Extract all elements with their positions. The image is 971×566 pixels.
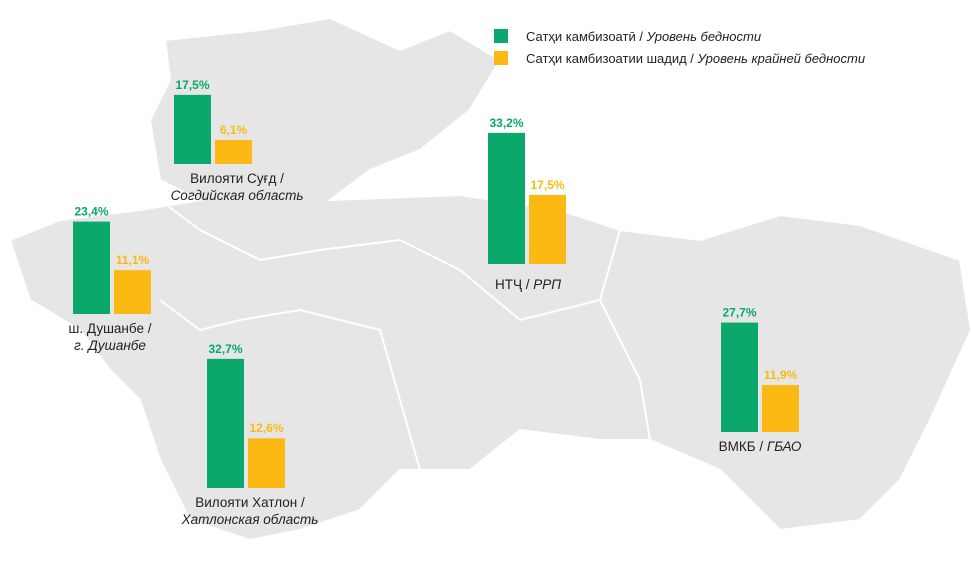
region-name: ш. Душанбе / — [69, 321, 152, 336]
bar — [215, 139, 252, 164]
region-name: Вилояти Хатлон / — [195, 495, 305, 510]
bar — [488, 132, 525, 264]
bar — [721, 322, 758, 432]
value-label: 33,2% — [489, 116, 523, 130]
bar — [114, 270, 151, 314]
bar — [174, 94, 211, 164]
legend-label: Сатҳи камбизоатии шадид / — [526, 51, 698, 66]
legend-text: Сатҳи камбизоатӣ / Уровень бедности — [526, 29, 761, 44]
legend-label-ru: Уровень крайней бедности — [697, 51, 866, 66]
legend-label: Сатҳи камбизоатӣ / — [526, 29, 647, 44]
region-name-part: РРП — [533, 277, 561, 292]
value-label: 11,9% — [764, 368, 798, 382]
bar — [207, 358, 244, 488]
legend-swatch — [494, 51, 508, 65]
legend-swatch — [494, 29, 508, 43]
value-label: 11,1% — [116, 253, 150, 267]
region-name-ru: Согдийская область — [171, 188, 304, 203]
region-name-part: ВМКБ / — [719, 439, 767, 454]
country-shape — [8, 16, 971, 542]
legend-label-ru: Уровень бедности — [646, 29, 761, 44]
legend-text: Сатҳи камбизоатии шадид / Уровень крайне… — [526, 51, 865, 66]
region-name-part: НТҶ / — [495, 277, 533, 292]
value-label: 32,7% — [208, 342, 242, 356]
bar — [248, 438, 285, 488]
region-border — [159, 199, 651, 471]
value-label: 12,6% — [249, 421, 283, 435]
region-name-part: ГБАО — [767, 439, 802, 454]
value-label: 23,4% — [74, 205, 108, 219]
bar — [529, 194, 566, 264]
value-label: 17,5% — [175, 78, 209, 92]
value-label: 17,5% — [530, 178, 564, 192]
bar — [762, 384, 799, 432]
region-name: ВМКБ / ГБАО — [719, 439, 802, 454]
value-label: 6,1% — [220, 123, 248, 137]
region-name: НТҶ / РРП — [495, 277, 561, 292]
region-name-ru: Хатлонская область — [181, 512, 319, 527]
region-name-ru: г. Душанбе — [74, 338, 146, 353]
value-label: 27,7% — [722, 306, 756, 320]
region-name: Вилояти Суғд / — [190, 171, 284, 186]
bar — [73, 221, 110, 314]
